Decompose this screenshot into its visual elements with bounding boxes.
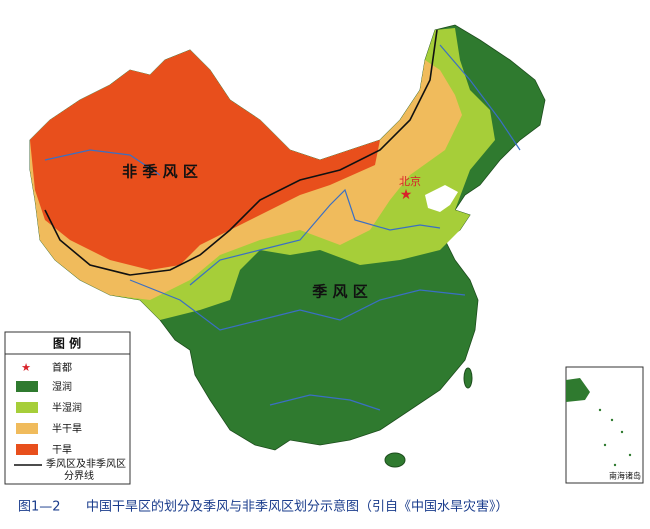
pearl-river (269, 394, 381, 411)
legend-label: 半干旱 (52, 422, 82, 435)
inset-land (566, 378, 590, 402)
non-monsoon-label: 非 季 风 区 (122, 163, 198, 181)
taiwan (463, 367, 473, 389)
legend-label: 半湿润 (52, 401, 82, 414)
legend-label: 首都 (52, 361, 72, 374)
yangtze-river (129, 279, 466, 331)
monsoon-label: 季 风 区 (312, 283, 367, 301)
capital-marker: ★ (400, 187, 413, 203)
inset-islands (598, 408, 632, 467)
legend-swatch (16, 444, 38, 455)
legend: 图 例 ★ 首都 湿润 半湿润 半干旱 干旱 季风区及非季风区 分界线 (4, 331, 131, 485)
legend-label: 湿润 (52, 380, 72, 393)
monsoon-boundary (44, 29, 438, 276)
legend-swatch (16, 423, 38, 434)
legend-capital-symbol: ★ (21, 361, 31, 374)
legend-swatch (16, 381, 38, 392)
caption-text: 中国干旱区的划分及季风与非季风区划分示意图（引自《中国水旱灾害》） (86, 499, 509, 515)
northeast-river (439, 44, 521, 151)
inset: 南海诸岛 (565, 366, 644, 484)
legend-label: 季风区及非季风区 (46, 458, 126, 470)
legend-label: 干旱 (52, 444, 72, 456)
china-map: 非 季 风 区 季 风 区 ★ 北京 (29, 24, 546, 468)
legend-title: 图 例 (53, 336, 81, 351)
arid-area (30, 50, 380, 270)
legend-swatch (16, 402, 38, 413)
yellow-river (189, 188, 441, 286)
inset-label: 南海诸岛 (609, 471, 641, 481)
caption-number: 图1—2 (18, 500, 61, 515)
legend-label: 分界线 (64, 469, 94, 482)
northwest-river (44, 149, 161, 176)
capital-label: 北京 (399, 174, 421, 188)
hainan (384, 452, 406, 468)
bohai-sea (425, 185, 458, 212)
